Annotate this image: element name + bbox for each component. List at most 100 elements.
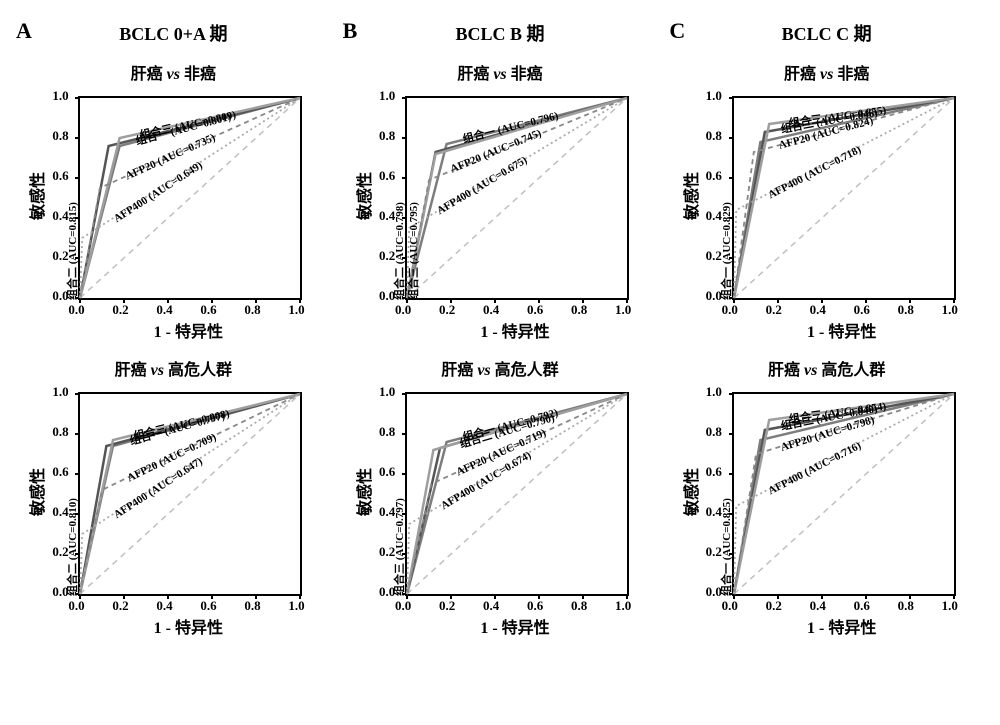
x-tick-label: 1.0 — [942, 302, 958, 318]
panel-letter-b: B — [343, 18, 358, 44]
y-axis-label: 敏感性 — [680, 392, 700, 592]
y-tick-label: 0.8 — [379, 424, 395, 440]
x-tick-label: 0.0 — [722, 302, 738, 318]
x-tick-label: 0.6 — [527, 598, 543, 614]
x-tick-label: 0.8 — [571, 302, 587, 318]
y-tick-label: 1.0 — [379, 384, 395, 400]
x-axis-label: 1 - 特异性 — [78, 614, 298, 638]
chart-title: 肝癌 vs 非癌 — [784, 60, 869, 84]
x-tick-label: 0.8 — [244, 598, 260, 614]
figure-grid: A BCLC 0+A 期 B BCLC B 期 C BCLC C 期 肝癌 vs… — [20, 20, 980, 642]
chart-title: 肝癌 vs 高危人群 — [441, 356, 558, 380]
y-tick-label: 0.6 — [52, 464, 68, 480]
curve-label: 组合二 (AUC=0.810) — [64, 498, 80, 596]
chart-c1: 肝癌 vs 非癌敏感性0.00.00.20.20.40.40.60.60.80.… — [673, 60, 980, 346]
x-tick-label: 0.2 — [766, 598, 782, 614]
x-tick-label: 1.0 — [615, 598, 631, 614]
x-tick-label: 0.2 — [439, 598, 455, 614]
curve-label: 组合三 (AUC=0.795) — [405, 202, 421, 300]
x-tick-label: 0.8 — [244, 302, 260, 318]
x-tick-label: 0.4 — [810, 302, 826, 318]
x-tick-label: 0.6 — [854, 598, 870, 614]
x-tick-label: 0.0 — [68, 302, 84, 318]
x-tick-label: 1.0 — [288, 302, 304, 318]
chart-wrap: 敏感性0.00.00.20.20.40.40.60.60.80.81.01.0组… — [682, 382, 972, 642]
x-tick-label: 0.6 — [527, 302, 543, 318]
x-tick-label: 0.8 — [898, 302, 914, 318]
y-tick-label: 1.0 — [52, 88, 68, 104]
y-axis-label: 敏感性 — [353, 392, 373, 592]
col-title-a: BCLC 0+A 期 — [119, 24, 227, 44]
y-axis-label: 敏感性 — [26, 96, 46, 296]
x-tick-label: 1.0 — [942, 598, 958, 614]
x-tick-label: 0.0 — [722, 598, 738, 614]
col-header-c: C BCLC C 期 — [673, 20, 980, 46]
x-axis-label: 1 - 特异性 — [732, 614, 952, 638]
panel-letter-c: C — [669, 18, 685, 44]
x-axis-label: 1 - 特异性 — [405, 318, 625, 342]
y-tick-label: 0.6 — [52, 168, 68, 184]
x-tick-label: 0.8 — [898, 598, 914, 614]
y-tick-label: 1.0 — [379, 88, 395, 104]
x-axis-label: 1 - 特异性 — [732, 318, 952, 342]
x-tick-label: 0.4 — [156, 598, 172, 614]
x-tick-label: 1.0 — [288, 598, 304, 614]
x-tick-label: 0.6 — [200, 302, 216, 318]
curve-label: 组合二 (AUC=0.815) — [64, 202, 80, 300]
col-header-b: B BCLC B 期 — [347, 20, 654, 46]
x-tick-label: 1.0 — [615, 302, 631, 318]
x-tick-label: 0.4 — [483, 302, 499, 318]
chart-c2: 肝癌 vs 高危人群敏感性0.00.00.20.20.40.40.60.60.8… — [673, 356, 980, 642]
x-tick-label: 0.0 — [68, 598, 84, 614]
col-header-a: A BCLC 0+A 期 — [20, 20, 327, 46]
x-tick-label: 0.4 — [156, 302, 172, 318]
x-tick-label: 0.2 — [112, 302, 128, 318]
x-axis-label: 1 - 特异性 — [78, 318, 298, 342]
x-tick-label: 0.4 — [483, 598, 499, 614]
chart-a1: 肝癌 vs 非癌敏感性0.00.00.20.20.40.40.60.60.80.… — [20, 60, 327, 346]
chart-wrap: 敏感性0.00.00.20.20.40.40.60.60.80.81.01.0组… — [682, 86, 972, 346]
x-tick-label: 0.4 — [810, 598, 826, 614]
y-axis-label: 敏感性 — [680, 96, 700, 296]
y-tick-label: 0.8 — [706, 128, 722, 144]
chart-title: 肝癌 vs 非癌 — [457, 60, 542, 84]
curve-label: 组合一 (AUC=0.825) — [718, 498, 734, 596]
x-tick-label: 0.0 — [395, 302, 411, 318]
chart-wrap: 敏感性0.00.00.20.20.40.40.60.60.80.81.01.0组… — [355, 86, 645, 346]
y-tick-label: 1.0 — [52, 384, 68, 400]
y-tick-label: 0.6 — [706, 168, 722, 184]
col-title-b: BCLC B 期 — [455, 24, 544, 44]
col-title-c: BCLC C 期 — [782, 24, 872, 44]
chart-title: 肝癌 vs 高危人群 — [768, 356, 885, 380]
chart-title: 肝癌 vs 非癌 — [131, 60, 216, 84]
x-axis-label: 1 - 特异性 — [405, 614, 625, 638]
chart-a2: 肝癌 vs 高危人群敏感性0.00.00.20.20.40.40.60.60.8… — [20, 356, 327, 642]
x-tick-label: 0.2 — [439, 302, 455, 318]
x-tick-label: 0.6 — [854, 302, 870, 318]
y-tick-label: 1.0 — [706, 384, 722, 400]
x-tick-label: 0.8 — [571, 598, 587, 614]
chart-title: 肝癌 vs 高危人群 — [115, 356, 232, 380]
panel-letter-a: A — [16, 18, 32, 44]
x-tick-label: 0.2 — [112, 598, 128, 614]
x-tick-label: 0.6 — [200, 598, 216, 614]
x-tick-label: 0.0 — [395, 598, 411, 614]
y-axis-label: 敏感性 — [353, 96, 373, 296]
y-axis-label: 敏感性 — [26, 392, 46, 592]
chart-b1: 肝癌 vs 非癌敏感性0.00.00.20.20.40.40.60.60.80.… — [347, 60, 654, 346]
y-tick-label: 0.8 — [52, 128, 68, 144]
y-tick-label: 0.6 — [379, 464, 395, 480]
y-tick-label: 0.6 — [706, 464, 722, 480]
chart-wrap: 敏感性0.00.00.20.20.40.40.60.60.80.81.01.0组… — [28, 382, 318, 642]
y-tick-label: 0.8 — [706, 424, 722, 440]
y-tick-label: 0.6 — [379, 168, 395, 184]
chart-wrap: 敏感性0.00.00.20.20.40.40.60.60.80.81.01.0组… — [28, 86, 318, 346]
chart-b2: 肝癌 vs 高危人群敏感性0.00.00.20.20.40.40.60.60.8… — [347, 356, 654, 642]
x-tick-label: 0.2 — [766, 302, 782, 318]
y-tick-label: 0.8 — [52, 424, 68, 440]
curve-label: 组合一 (AUC=0.829) — [718, 202, 734, 300]
curve-label: 组合三 (AUC=0.797) — [391, 498, 407, 596]
y-tick-label: 1.0 — [706, 88, 722, 104]
y-tick-label: 0.8 — [379, 128, 395, 144]
chart-wrap: 敏感性0.00.00.20.20.40.40.60.60.80.81.01.0组… — [355, 382, 645, 642]
